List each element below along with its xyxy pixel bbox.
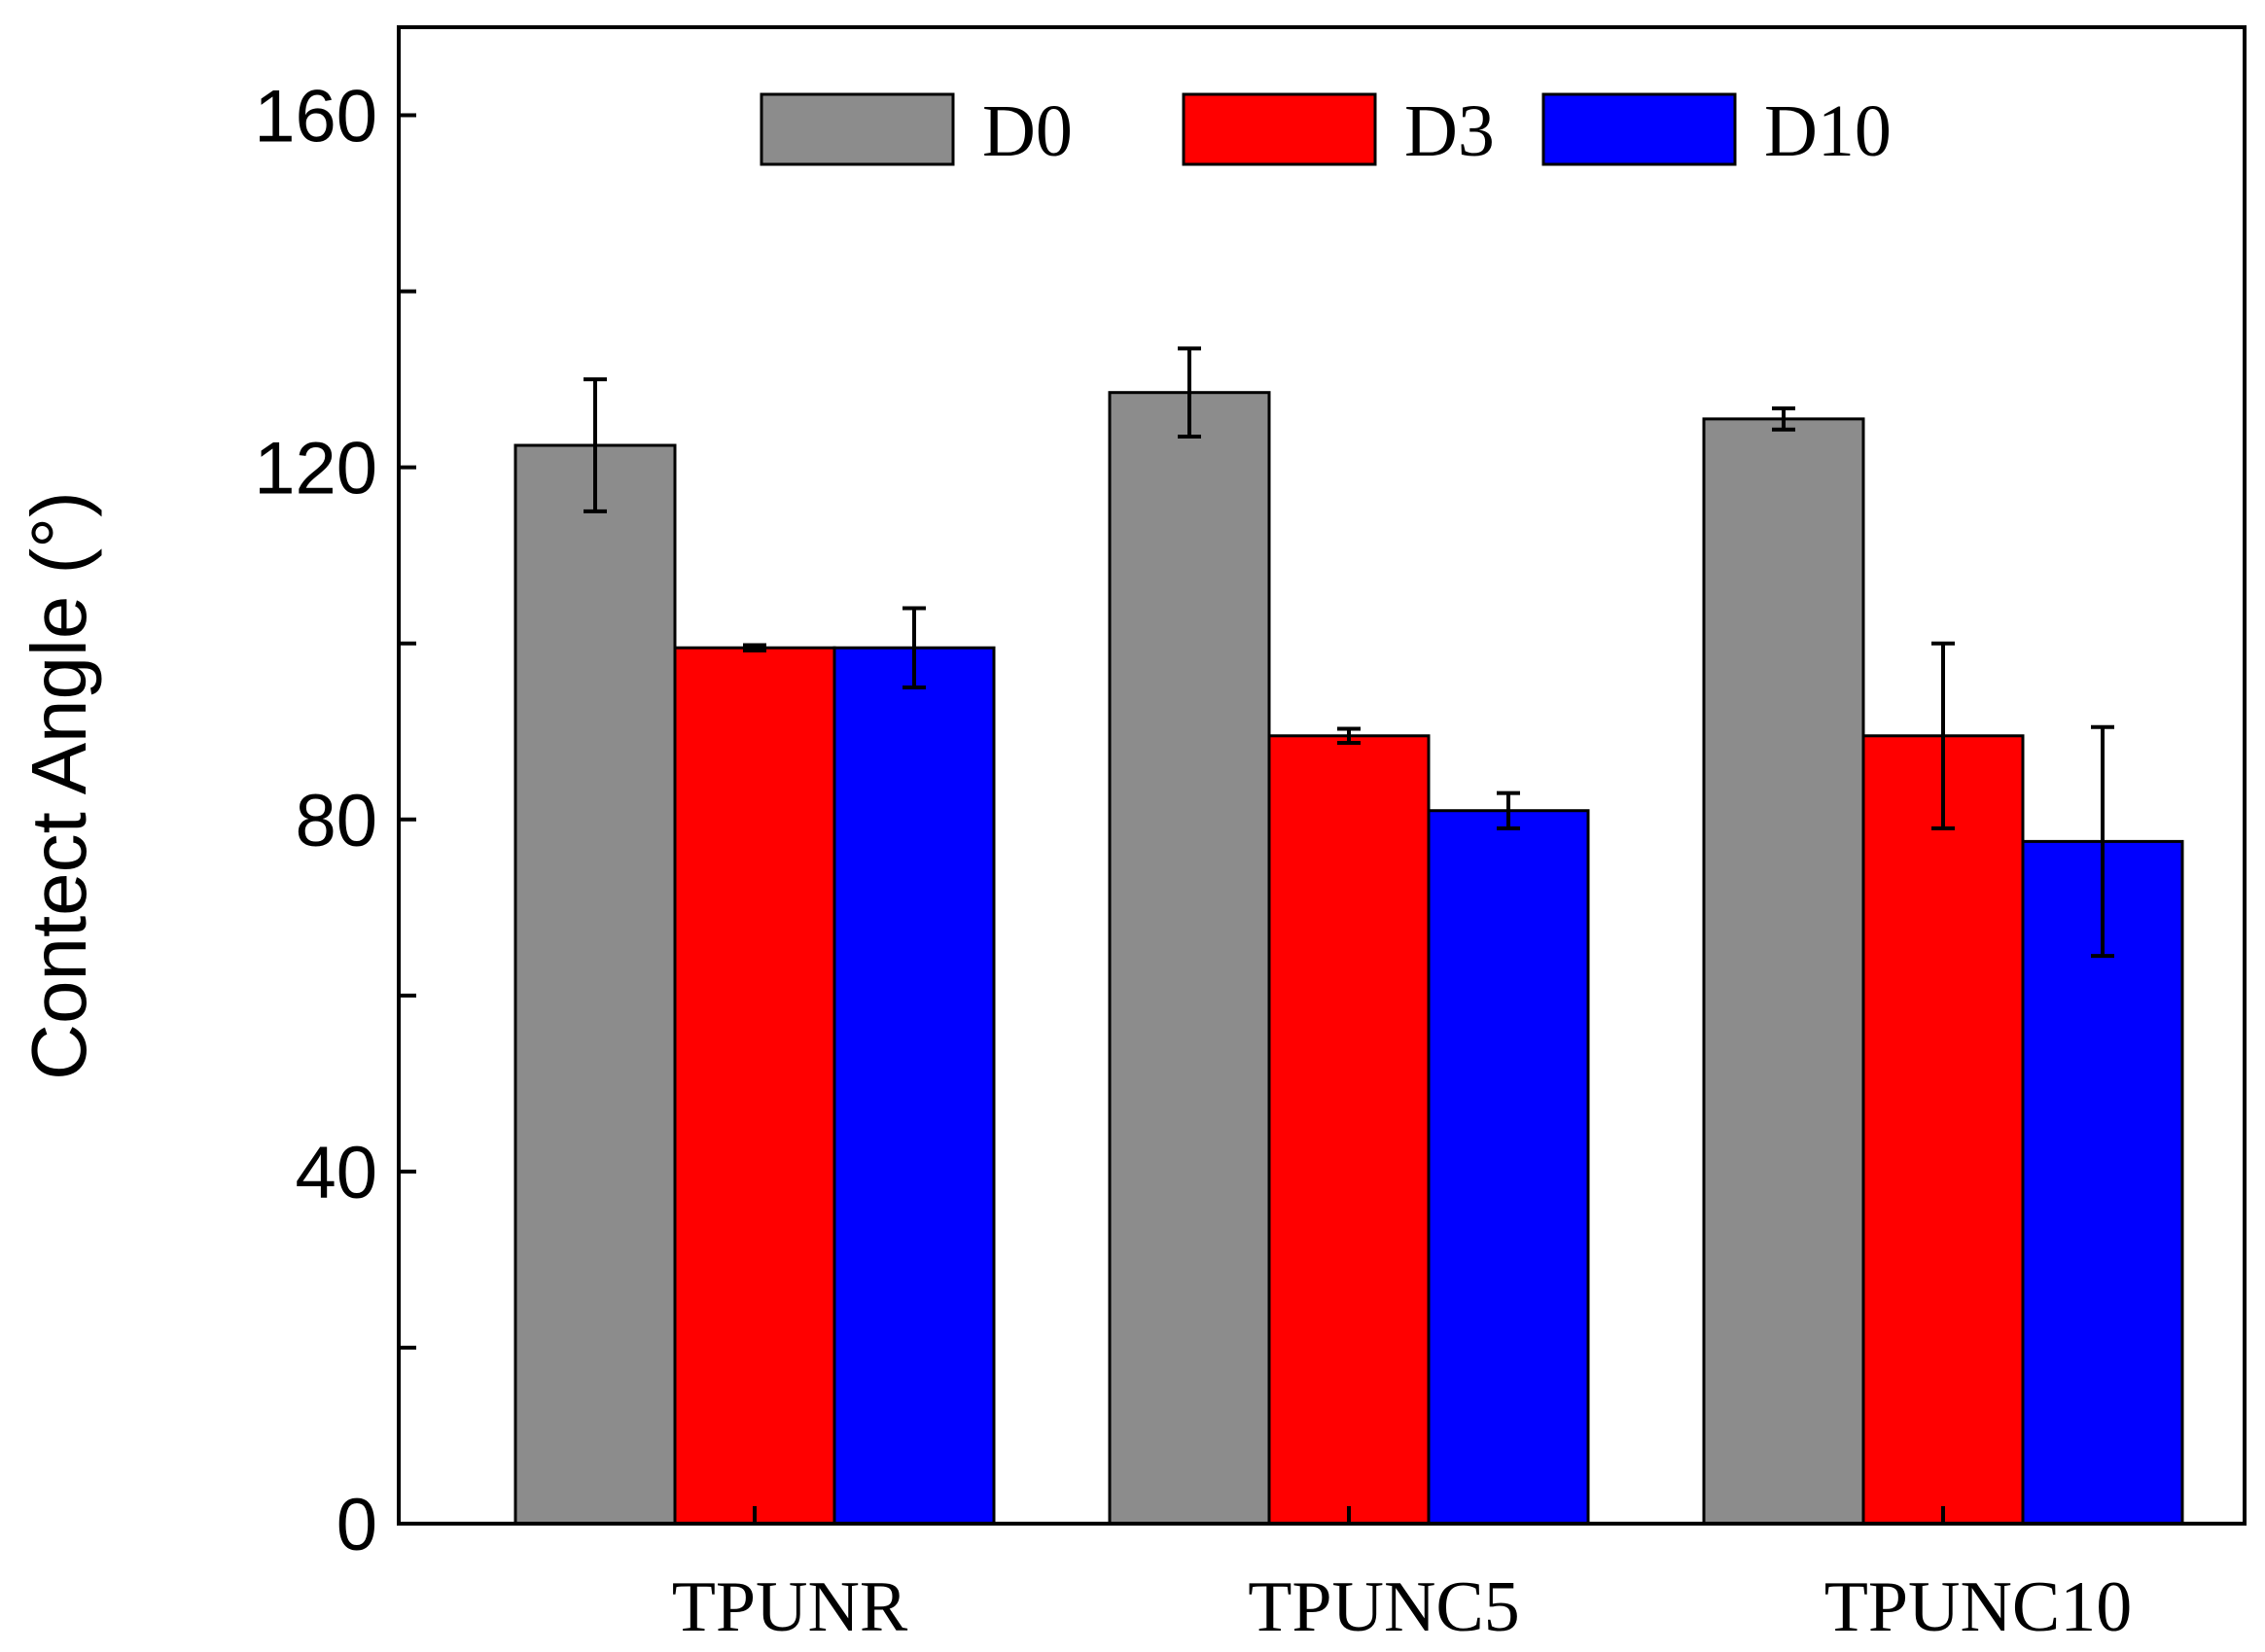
bar-d10-tpunr [832,646,996,1526]
error-bar-d0-tpunr [584,377,607,513]
y-tick-label: 120 [254,428,377,510]
bar-d3-tpunr [673,646,836,1526]
legend-label-d10: D10 [1764,90,1892,172]
bar-d10-tpunc5 [1427,809,1590,1526]
bar-d3-tpunc5 [1267,734,1431,1526]
error-bar-d0-tpunc5 [1178,346,1201,439]
bar-d3-tpunc10 [1861,734,2025,1526]
bar-d0-tpunc5 [1108,391,1271,1526]
x-tick-label-tpunc5: TPUNC5 [1248,1567,1520,1647]
y-axis-title: Contect Angle (°) [16,491,102,1080]
legend-label-d3: D3 [1404,90,1495,172]
x-tick-label-tpunr: TPUNR [672,1567,908,1647]
bar-d0-tpunc10 [1702,417,1865,1526]
plot-frame [397,25,2247,1526]
legend: D0 D3 D10 [760,90,1892,172]
y-tick-label: 40 [295,1132,377,1214]
x-tick-label-tpunc10: TPUNC10 [1824,1567,2133,1647]
error-bar-d3-tpunc10 [1931,641,1955,830]
axes-layer: 0 40 80 120 160 TPUNR TPUNC5 TPUNC10 [254,25,2247,1647]
error-bar-d10-tpunr [902,606,926,689]
error-bar-d3-tpunc5 [1337,726,1361,746]
y-tick-label: 160 [254,76,377,158]
y-tick-label: 80 [295,780,377,862]
error-bar-d3-tpunr [743,643,766,652]
y-tick-label: 0 [336,1484,377,1566]
error-bar-d10-tpunc5 [1497,791,1520,830]
legend-swatch-d3 [1182,92,1377,166]
bars-layer [513,391,2184,1526]
legend-label-d0: D0 [982,90,1073,172]
bar-d0-tpunr [513,443,677,1526]
error-bar-d10-tpunc10 [2091,724,2114,959]
error-bars-layer [584,346,2114,959]
legend-swatch-d10 [1541,92,1737,166]
legend-swatch-d0 [760,92,955,166]
error-bar-d0-tpunc10 [1772,405,1795,432]
